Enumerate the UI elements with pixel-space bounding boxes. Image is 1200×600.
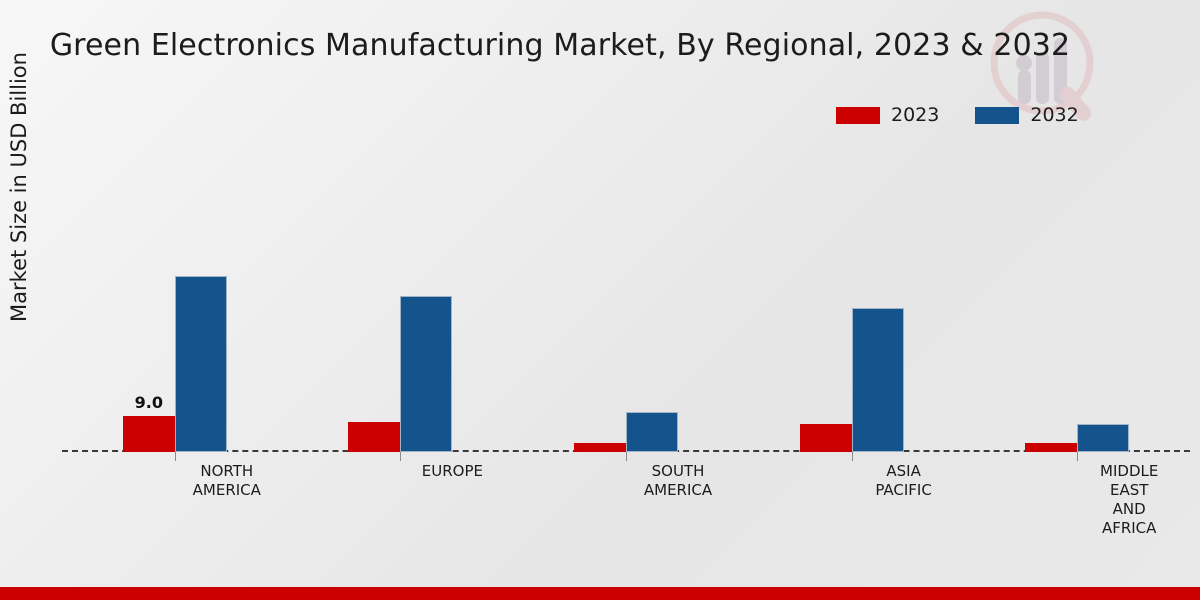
x-axis-label-line: AMERICA bbox=[643, 481, 713, 499]
chart-legend: 2023 2032 bbox=[836, 104, 1079, 126]
bar-2023-asia-pacific[interactable] bbox=[799, 424, 852, 452]
bar-2032-middle-east-and-africa[interactable] bbox=[1077, 424, 1130, 452]
x-axis-label-line: AND bbox=[1112, 500, 1146, 518]
x-axis-label-line: NORTH bbox=[200, 462, 254, 480]
bar-2032-south-america[interactable] bbox=[626, 412, 678, 452]
chart-title: Green Electronics Manufacturing Market, … bbox=[49, 28, 1071, 63]
legend-item-2023[interactable]: 2023 bbox=[836, 104, 939, 126]
x-axis-label-line: ASIA bbox=[886, 462, 921, 480]
bar-group bbox=[799, 140, 904, 461]
x-axis-label-europe: EUROPE bbox=[362, 462, 542, 481]
x-axis-label-north-america: NORTH AMERICA bbox=[137, 462, 317, 500]
plot-area: 9.0 bbox=[62, 140, 1190, 461]
y-axis-title: Market Size in USD Billion bbox=[7, 52, 31, 322]
bar-group bbox=[348, 140, 453, 461]
bar-group bbox=[1025, 140, 1130, 461]
legend-item-2032[interactable]: 2032 bbox=[975, 104, 1079, 126]
x-axis-tick bbox=[1077, 452, 1079, 461]
bar-value-label: 9.0 bbox=[134, 393, 163, 412]
bar-2032-europe[interactable] bbox=[400, 296, 453, 452]
x-axis-label-line: SOUTH bbox=[651, 462, 705, 480]
legend-label-2032: 2032 bbox=[1030, 104, 1079, 126]
bar-2032-north-america[interactable] bbox=[174, 276, 227, 452]
x-axis-label-line: PACIFIC bbox=[875, 481, 932, 499]
x-axis-label-line: AFRICA bbox=[1101, 519, 1157, 537]
legend-swatch-2032 bbox=[975, 106, 1020, 124]
bar-group bbox=[574, 140, 678, 461]
x-axis-tick bbox=[400, 452, 402, 461]
x-axis-label-asia-pacific: ASIA PACIFIC bbox=[814, 462, 994, 500]
x-axis-label-line: AMERICA bbox=[192, 481, 261, 499]
legend-label-2023: 2023 bbox=[891, 104, 940, 126]
x-axis-label-line: MIDDLE bbox=[1100, 462, 1159, 480]
x-axis-label-line: EAST bbox=[1109, 481, 1149, 499]
x-axis-tick bbox=[851, 452, 853, 461]
bar-2023-south-america[interactable] bbox=[574, 443, 626, 452]
bar-2023-europe[interactable] bbox=[348, 422, 401, 452]
x-axis-label-south-america: SOUTH AMERICA bbox=[588, 462, 768, 500]
bar-2032-asia-pacific[interactable] bbox=[851, 308, 904, 452]
x-axis-label-middle-east-and-africa: MIDDLE EAST AND AFRICA bbox=[1039, 462, 1200, 538]
bar-2023-middle-east-and-africa[interactable] bbox=[1025, 443, 1078, 452]
bar-2023-north-america[interactable] bbox=[122, 416, 175, 452]
x-axis-label-line: EUROPE bbox=[421, 462, 483, 480]
legend-swatch-2023 bbox=[836, 106, 880, 124]
x-axis-tick bbox=[174, 452, 176, 461]
x-axis-tick bbox=[626, 452, 627, 461]
footer-accent-bar bbox=[0, 587, 1200, 600]
bar-group: 9.0 bbox=[122, 140, 227, 461]
